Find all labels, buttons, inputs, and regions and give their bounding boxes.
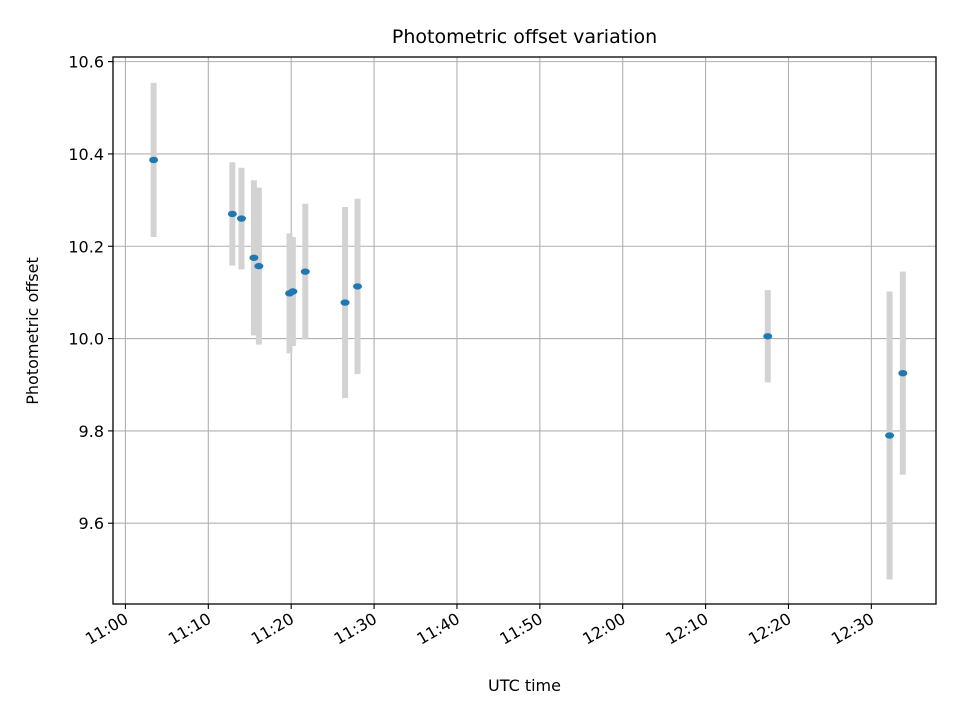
y-tick-label: 10.4 (68, 145, 104, 164)
data-point (288, 288, 298, 295)
data-point (885, 432, 895, 439)
y-tick-label: 10.0 (68, 330, 104, 349)
data-point (300, 268, 310, 275)
y-tick-label: 9.6 (79, 514, 104, 533)
y-tick-label: 10.2 (68, 237, 104, 256)
chart-title: Photometric offset variation (392, 26, 657, 48)
data-point (236, 215, 246, 222)
y-tick-label: 9.8 (79, 422, 104, 441)
data-point (254, 262, 264, 270)
data-point (227, 210, 237, 218)
x-axis-title: UTC time (488, 676, 561, 695)
data-point (249, 254, 259, 261)
plot-frame (112, 56, 937, 605)
data-point (149, 156, 159, 164)
y-axis: 9.6 9.8 10.0 10.2 10.4 10.6 (68, 53, 113, 533)
data-point (340, 299, 350, 306)
data-point (763, 333, 773, 340)
data-point (352, 283, 362, 290)
data-points (149, 156, 908, 439)
grid (113, 57, 936, 604)
y-tick-label: 10.6 (68, 53, 104, 72)
y-axis-title: Photometric offset (23, 257, 42, 405)
data-point (898, 369, 908, 377)
